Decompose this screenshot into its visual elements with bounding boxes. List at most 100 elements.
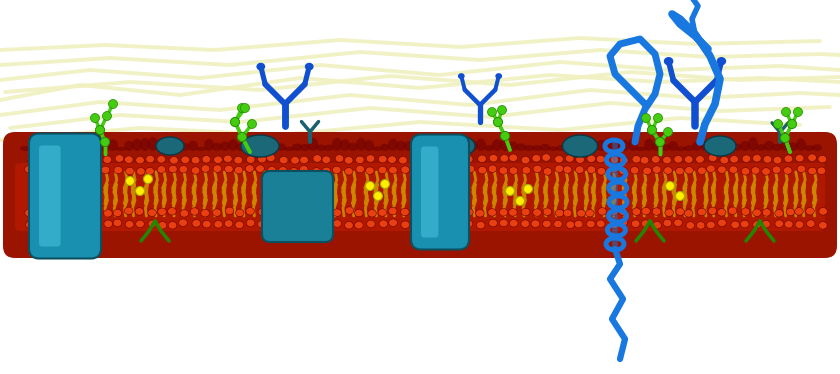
Ellipse shape	[420, 141, 430, 151]
Ellipse shape	[685, 166, 693, 174]
Ellipse shape	[487, 107, 496, 116]
Ellipse shape	[619, 219, 627, 226]
Ellipse shape	[333, 166, 341, 174]
FancyBboxPatch shape	[3, 132, 837, 258]
Ellipse shape	[499, 209, 508, 216]
Ellipse shape	[497, 105, 507, 114]
Ellipse shape	[764, 141, 774, 151]
Ellipse shape	[628, 139, 638, 151]
Ellipse shape	[169, 165, 177, 173]
Ellipse shape	[444, 144, 454, 151]
Ellipse shape	[284, 147, 294, 151]
Ellipse shape	[762, 220, 770, 228]
Ellipse shape	[252, 141, 262, 151]
Ellipse shape	[412, 209, 421, 217]
Ellipse shape	[260, 140, 270, 151]
Ellipse shape	[365, 167, 374, 174]
Ellipse shape	[788, 120, 796, 129]
Ellipse shape	[478, 166, 486, 174]
Ellipse shape	[68, 138, 78, 151]
Ellipse shape	[192, 156, 200, 164]
Ellipse shape	[246, 219, 255, 227]
Ellipse shape	[643, 167, 652, 175]
Ellipse shape	[489, 219, 497, 227]
Ellipse shape	[704, 136, 736, 156]
Ellipse shape	[224, 165, 234, 173]
Ellipse shape	[506, 187, 514, 196]
Ellipse shape	[636, 147, 646, 151]
Ellipse shape	[640, 157, 649, 164]
Ellipse shape	[432, 155, 441, 162]
Ellipse shape	[630, 166, 639, 174]
Ellipse shape	[46, 165, 55, 172]
Ellipse shape	[365, 181, 375, 190]
Ellipse shape	[228, 139, 238, 151]
Ellipse shape	[575, 156, 585, 163]
Ellipse shape	[788, 120, 796, 129]
Ellipse shape	[344, 157, 353, 164]
Ellipse shape	[356, 165, 365, 173]
Ellipse shape	[494, 117, 502, 126]
Ellipse shape	[509, 209, 517, 216]
Ellipse shape	[780, 134, 790, 142]
Ellipse shape	[700, 141, 710, 151]
Ellipse shape	[784, 155, 793, 162]
Ellipse shape	[596, 220, 605, 227]
Ellipse shape	[366, 220, 375, 228]
Ellipse shape	[230, 117, 239, 126]
Ellipse shape	[411, 154, 419, 161]
Ellipse shape	[290, 168, 298, 175]
Ellipse shape	[543, 168, 552, 175]
Ellipse shape	[566, 221, 575, 229]
Ellipse shape	[340, 139, 350, 151]
Ellipse shape	[556, 145, 566, 151]
Ellipse shape	[533, 165, 542, 173]
Ellipse shape	[125, 221, 134, 228]
Ellipse shape	[476, 221, 485, 229]
Ellipse shape	[180, 209, 189, 217]
Ellipse shape	[756, 144, 766, 151]
Ellipse shape	[580, 147, 590, 151]
Ellipse shape	[258, 208, 266, 216]
Ellipse shape	[236, 143, 246, 151]
Ellipse shape	[212, 143, 222, 151]
Ellipse shape	[181, 156, 190, 163]
Ellipse shape	[808, 167, 816, 175]
Ellipse shape	[180, 143, 190, 151]
Ellipse shape	[115, 155, 123, 162]
Ellipse shape	[168, 221, 176, 229]
Ellipse shape	[356, 138, 366, 151]
Ellipse shape	[35, 208, 45, 215]
Ellipse shape	[60, 144, 70, 151]
Ellipse shape	[255, 165, 265, 172]
Ellipse shape	[619, 167, 627, 175]
Ellipse shape	[80, 207, 88, 215]
Ellipse shape	[278, 208, 286, 216]
Ellipse shape	[81, 155, 91, 162]
Ellipse shape	[563, 135, 597, 157]
Ellipse shape	[655, 138, 664, 147]
Ellipse shape	[190, 208, 199, 215]
Ellipse shape	[324, 145, 334, 151]
Ellipse shape	[499, 167, 507, 174]
Ellipse shape	[652, 208, 661, 215]
Ellipse shape	[432, 209, 440, 217]
Ellipse shape	[335, 155, 344, 162]
Ellipse shape	[246, 156, 255, 163]
Ellipse shape	[501, 132, 510, 141]
Ellipse shape	[772, 144, 782, 151]
Ellipse shape	[201, 209, 209, 217]
Ellipse shape	[665, 181, 675, 190]
Ellipse shape	[676, 208, 685, 215]
Ellipse shape	[41, 135, 89, 159]
Ellipse shape	[796, 138, 806, 151]
Ellipse shape	[806, 208, 814, 215]
Ellipse shape	[136, 168, 145, 175]
Ellipse shape	[348, 143, 358, 151]
Ellipse shape	[500, 139, 510, 151]
Ellipse shape	[819, 208, 827, 215]
Ellipse shape	[179, 166, 187, 173]
Ellipse shape	[708, 145, 718, 151]
Ellipse shape	[488, 209, 496, 216]
Ellipse shape	[604, 138, 614, 151]
